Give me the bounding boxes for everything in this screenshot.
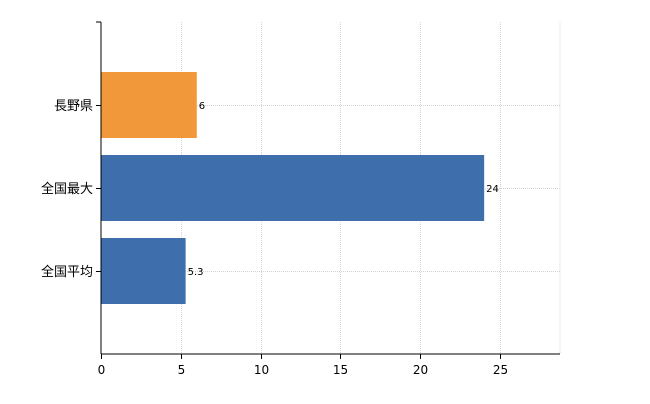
data-label: 5.3 <box>188 267 204 278</box>
data-label: 6 <box>199 101 205 112</box>
bar <box>101 238 186 304</box>
x-tick-label: 20 <box>413 363 428 377</box>
x-tick-label: 5 <box>178 363 186 377</box>
x-tick-label: 15 <box>333 363 348 377</box>
data-label: 24 <box>486 184 499 195</box>
y-tick-label: 長野県 <box>54 99 93 114</box>
data-labels: 6 24 5.3 <box>188 101 499 278</box>
bar <box>101 72 197 138</box>
bars <box>101 72 485 304</box>
x-tick-label: 25 <box>493 363 508 377</box>
x-tick-label: 0 <box>98 363 106 377</box>
bar <box>101 155 485 221</box>
y-tick-label: 全国平均 <box>41 264 93 280</box>
x-tick-label: 10 <box>254 363 269 377</box>
y-tick-label: 全国最大 <box>41 181 93 197</box>
